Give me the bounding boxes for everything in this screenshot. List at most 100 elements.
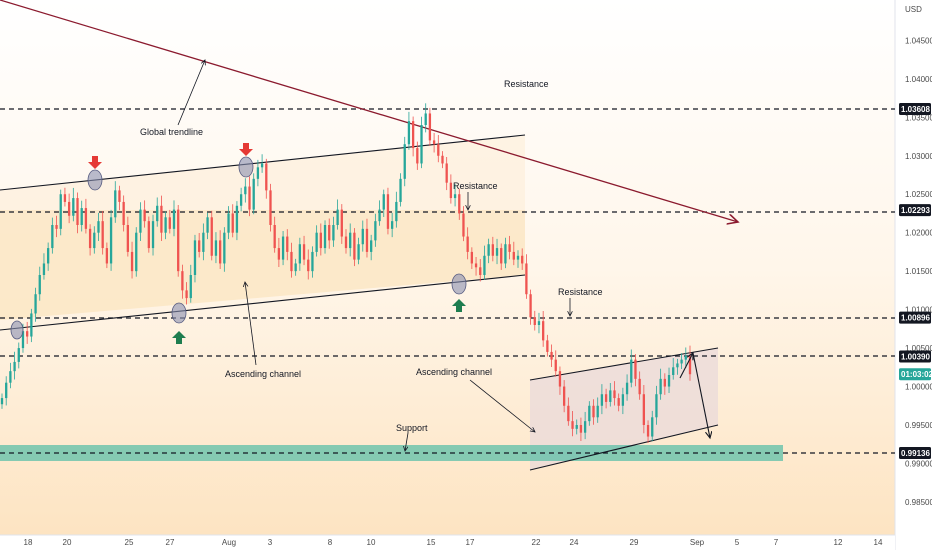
candle-body [370, 240, 373, 252]
candle-body [525, 263, 528, 295]
candle-body [416, 148, 419, 164]
candle-body [214, 240, 218, 256]
price-tick-label: 1.03500 [905, 113, 932, 122]
candlestick-series [0, 103, 692, 443]
candle-body [483, 255, 486, 275]
candle-body [521, 255, 524, 264]
channel-2-lower-line [529, 424, 719, 471]
candle-body [378, 209, 381, 222]
candle-body [63, 194, 67, 202]
price-tick-label: 1.03000 [905, 152, 932, 161]
price-tick-label: 0.99500 [905, 421, 932, 430]
candle-body [651, 417, 654, 437]
candle-body [135, 232, 138, 272]
candle-body [604, 394, 608, 402]
price-level-tag: 1.00390 [901, 353, 930, 362]
candle-body [210, 217, 213, 256]
touch-circle-4 [238, 156, 254, 178]
global-trendline [0, 0, 738, 222]
price-level-tag-bg [899, 447, 931, 459]
candle-body [84, 208, 88, 229]
candle-body [630, 359, 633, 383]
time-tick-label: 25 [125, 538, 134, 547]
candle-body [198, 240, 201, 252]
projection-up-arrow [679, 353, 693, 379]
candle-body [550, 351, 553, 360]
ascending-channel-label-1: Ascending channel [225, 369, 301, 379]
candle-body [537, 321, 541, 325]
candle-body [441, 155, 444, 164]
candle-body [223, 232, 226, 264]
price-tick-label: 0.98500 [905, 498, 932, 507]
candle-body [583, 421, 587, 433]
candle-body [101, 221, 104, 249]
candle-body [256, 167, 260, 179]
time-tick-label: 27 [166, 538, 175, 547]
price-level-tag-bg [899, 204, 931, 217]
candle-body [269, 190, 272, 225]
candle-body [432, 140, 436, 145]
sell-signal-arrow-2 [239, 143, 253, 156]
time-axis-background [0, 535, 895, 550]
price-level-tag: 1.00896 [901, 314, 930, 323]
candle-body [332, 225, 335, 241]
candle-body [319, 232, 322, 249]
candle-body [193, 240, 197, 275]
candle-body [491, 244, 494, 256]
price-level-tag: 1.03608 [901, 105, 930, 114]
global-trendline-pointer [177, 60, 205, 126]
price-level-tag-bg [899, 350, 931, 363]
candle-body [30, 313, 33, 337]
candle-body [676, 363, 679, 368]
candle-body [42, 263, 46, 275]
candle-body [315, 232, 318, 252]
candle-body [189, 275, 192, 299]
candle-body [114, 190, 117, 218]
time-tick-label: 22 [532, 538, 541, 547]
ascending-channel-1-zone [0, 210, 525, 320]
candle-body [302, 244, 306, 260]
support-pointer [405, 432, 409, 451]
candle-body [349, 232, 352, 249]
channel-2-pointer [469, 379, 535, 432]
candle-body [97, 221, 100, 233]
candle-body [227, 213, 230, 233]
candle-body [357, 244, 360, 260]
touch-circle-1 [10, 320, 24, 340]
candle-body [273, 225, 276, 249]
sell-signal-arrow-1 [88, 156, 102, 169]
time-tick-label: 7 [774, 538, 779, 547]
candle-body [600, 394, 604, 406]
candle-body [428, 113, 432, 141]
currency-label: USD [905, 5, 922, 14]
touch-circle-2 [87, 169, 103, 191]
candle-body [51, 225, 54, 249]
candle-body [474, 263, 478, 268]
candle-body [126, 225, 130, 252]
price-tick-label: 1.00000 [905, 383, 932, 392]
candle-body [684, 355, 687, 360]
candle-body [160, 205, 163, 233]
candle-body [307, 259, 310, 272]
candle-body [638, 378, 641, 395]
candle-body [579, 425, 583, 433]
candle-body [277, 248, 281, 260]
candle-body [235, 205, 239, 233]
candle-body [554, 359, 557, 372]
candle-body [109, 217, 113, 264]
candle-body [281, 236, 285, 260]
candle-body [655, 394, 658, 418]
candle-body [156, 205, 159, 222]
time-axis-ticks: 18 20 25 27 Aug 3 8 10 15 17 22 24 29 Sep 5 7 12 14 [24, 538, 883, 547]
candle-body [470, 251, 474, 264]
candle-body [508, 244, 511, 252]
candle-body [390, 221, 394, 229]
candle-body [575, 425, 578, 429]
candle-body [546, 340, 549, 352]
price-tick-label: 1.01000 [905, 306, 932, 315]
candle-body [672, 367, 675, 375]
time-tick-label: 18 [24, 538, 33, 547]
current-price-tag-bg [899, 368, 931, 381]
candle-body [93, 232, 96, 249]
